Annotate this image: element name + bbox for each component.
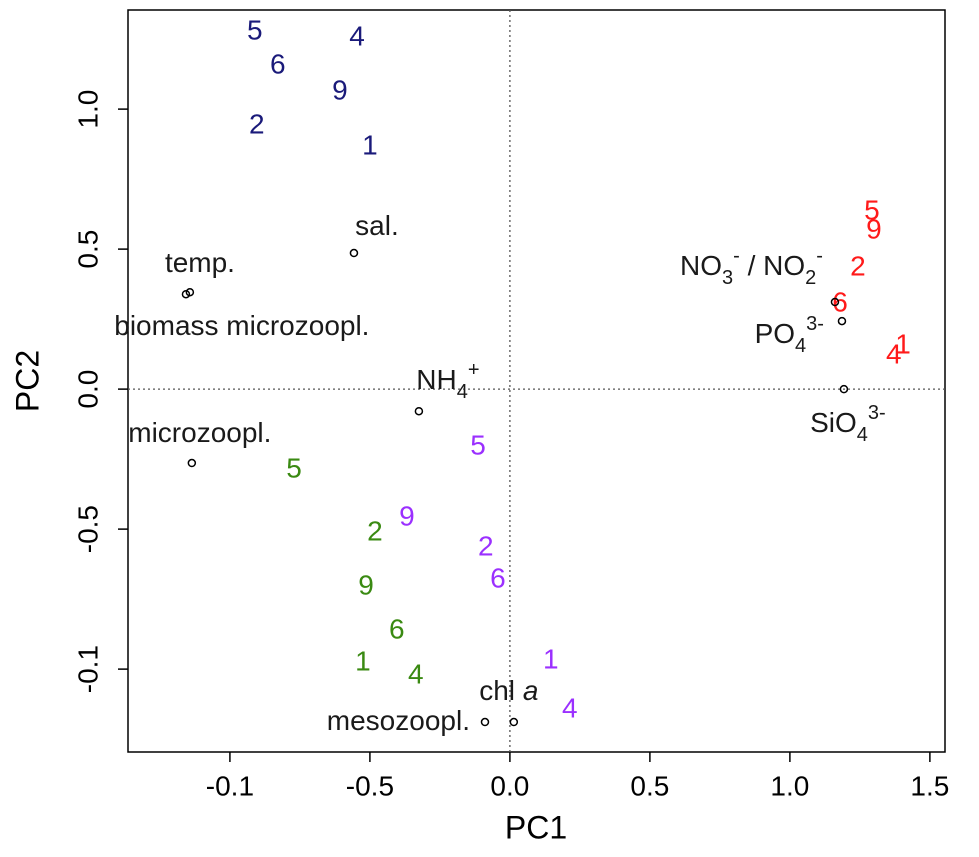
variable-point: [349, 248, 359, 258]
x-tick-label: -0.5: [346, 770, 394, 801]
site-point: 2: [478, 531, 494, 562]
site-point: 5: [247, 15, 263, 46]
site-point: 4: [886, 338, 902, 369]
variable-label: sal.: [355, 210, 399, 241]
site-point: 9: [399, 501, 415, 532]
variable-label: NO3- / NO2-: [680, 245, 823, 289]
label-part: PO: [755, 318, 795, 349]
label-part: +: [468, 360, 480, 382]
site-point: 1: [362, 130, 378, 161]
site-point: 2: [850, 251, 866, 282]
label-part: NO: [680, 250, 722, 281]
x-tick-label: 1.0: [770, 770, 809, 801]
variable-point: [839, 384, 849, 394]
variable-point: [187, 458, 197, 468]
label-part: SiO: [810, 408, 857, 439]
label-part: mesozoopl.: [327, 705, 470, 736]
label-part: microzoopl.: [128, 417, 271, 448]
x-tick-label: -0.1: [206, 770, 254, 801]
label-part: temp.: [165, 248, 235, 279]
site-point: 4: [349, 20, 365, 51]
site-point: 6: [490, 562, 506, 593]
x-tick-label: 1.5: [910, 770, 949, 801]
variable-point: [509, 717, 519, 727]
variable-point: [480, 717, 490, 727]
y-tick-label: -0.5: [72, 505, 103, 553]
y-tick-label: 0.5: [72, 230, 103, 269]
y-tick-label: 0.0: [72, 370, 103, 409]
variable-label: microzoopl.: [128, 417, 271, 448]
variable-point: [414, 406, 424, 416]
variable-label: biomass microzoopl.: [114, 311, 369, 342]
variable-label: mesozoopl.: [327, 705, 470, 736]
label-part: 3: [722, 267, 733, 289]
variable-label: NH4+: [416, 360, 479, 404]
site-point: 2: [367, 515, 383, 546]
label-part: / NO: [740, 250, 805, 281]
site-point: 9: [358, 569, 374, 600]
label-part: a: [523, 675, 539, 706]
label-part: -: [816, 245, 823, 267]
label-part: sal.: [355, 210, 399, 241]
site-point: 6: [389, 613, 405, 644]
site-point: 6: [270, 48, 286, 79]
site-point: 4: [562, 692, 578, 723]
site-point: 1: [895, 328, 911, 359]
label-part: biomass microzoopl.: [114, 311, 369, 342]
label-part: chl: [479, 675, 523, 706]
variable-point: [837, 316, 847, 326]
x-tick-label: 0.0: [490, 770, 529, 801]
site-point: 6: [832, 286, 848, 317]
variable-point: [185, 287, 195, 297]
site-point: 5: [864, 195, 880, 226]
site-point: 2: [249, 109, 265, 140]
label-part: 3-: [806, 313, 824, 335]
site-point: 5: [470, 429, 486, 460]
variable-label: SiO43-: [810, 402, 886, 446]
y-tick-label: 1.0: [72, 90, 103, 129]
variable-label: chl a: [479, 675, 538, 706]
x-tick-label: 0.5: [630, 770, 669, 801]
label-part: NH: [416, 365, 456, 396]
plot-frame: [127, 9, 946, 753]
y-tick-label: -0.1: [72, 645, 103, 693]
site-point: 5: [286, 452, 302, 483]
site-point: 1: [543, 643, 559, 674]
site-point: 9: [866, 214, 882, 245]
site-point: 4: [408, 659, 424, 690]
label-part: -: [733, 245, 740, 267]
label-part: 4: [457, 382, 468, 404]
x-axis-label: PC1: [505, 809, 567, 845]
y-axis-label: PC2: [9, 350, 45, 412]
variable-label: PO43-: [755, 313, 824, 357]
site-point: 1: [355, 646, 371, 677]
label-part: 2: [805, 267, 816, 289]
label-part: 4: [857, 424, 868, 446]
label-part: 4: [795, 335, 806, 357]
variable-label: temp.: [165, 248, 235, 279]
variable-point: [830, 297, 840, 307]
label-part: 3-: [868, 402, 886, 424]
site-point: 9: [332, 74, 348, 105]
